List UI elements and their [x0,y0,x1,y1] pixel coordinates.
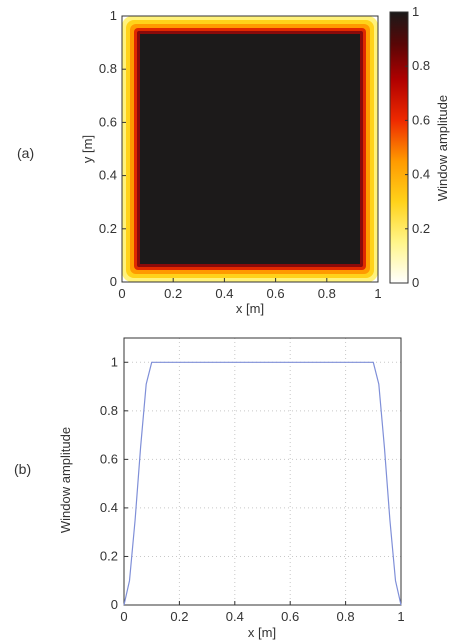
panel-label-b: (b) [14,461,31,477]
heatmap-plateau [140,34,360,264]
heatmap-xlabel: x [m] [236,301,264,316]
heatmap-ticks: 0 0.2 0.4 0.6 0.8 1 0 0.2 0.4 0.6 0.8 1 [99,8,382,301]
heatmap-axes-frame [121,15,379,283]
line-ytick-label: 1 [111,354,118,369]
line-ylabel: Window amplitude [58,427,73,533]
heatmap-ytick-label: 0 [110,274,117,289]
line-ytick-label: 0.4 [100,500,118,515]
heatmap-ytick-label: 0.2 [99,221,117,236]
colorbar-tick-label: 0.2 [412,221,430,236]
line-xtick-label: 0.6 [281,609,299,624]
line-xtick-label: 0.2 [170,609,188,624]
panel-label-a: (a) [17,145,34,161]
heatmap-xtick-label: 0.8 [318,286,336,301]
heatmap-xtick-label: 1 [374,286,381,301]
colorbar-tick-label: 0.4 [412,167,430,182]
line-ticks: 0 0.2 0.4 0.6 0.8 1 0 0.2 0.4 0.6 0.8 1 [100,354,405,624]
line-series [123,361,402,606]
heatmap-xtick-label: 0 [118,286,125,301]
colorbar-tick-label: 0.6 [412,112,430,127]
line-xlabel: x [m] [248,625,276,640]
line-xtick-label: 0.4 [226,609,244,624]
colorbar-label: Window amplitude [435,95,450,201]
line-grid [124,338,401,605]
heatmap-ytick-label: 0.8 [99,61,117,76]
colorbar-ticks: 0 0.2 0.4 0.6 0.8 1 [405,4,430,290]
colorbar-tick-label: 0 [412,275,419,290]
heatmap-xtick-label: 0.2 [164,286,182,301]
line-xtick-label: 1 [397,609,404,624]
heatmap-ylabel: y [m] [80,135,95,163]
heatmap-xtick-label: 0.6 [267,286,285,301]
heatmap-ytick-label: 0.4 [99,168,117,183]
line-xtick-label: 0 [120,609,127,624]
line-axes-bg [124,338,401,605]
line-xtick-label: 0.8 [337,609,355,624]
heatmap-ytick-label: 1 [110,8,117,23]
line-ytick-label: 0.2 [100,548,118,563]
line-ytick-label: 0.6 [100,451,118,466]
line-panel: 0 0.2 0.4 0.6 0.8 1 0 0.2 0.4 0.6 0.8 1 x [m] Windo… [58,337,405,640]
colorbar-tick-label: 0.8 [412,58,430,73]
heatmap-ytick-label: 0.6 [99,114,117,129]
line-ytick-label: 0 [111,597,118,612]
line-axes-frame [123,337,402,606]
colorbar-gradient [389,11,409,284]
colorbar: 0 0.2 0.4 0.6 0.8 1 Window amplitude [389,4,450,290]
line-ytick-label: 0.8 [100,403,118,418]
heatmap-panel: 0 0.2 0.4 0.6 0.8 1 0 0.2 0.4 0.6 0.8 1 x [m] y [m] [80,8,382,316]
heatmap-xtick-label: 0.4 [215,286,233,301]
colorbar-tick-label: 1 [412,4,419,19]
line-series-path [123,361,402,606]
